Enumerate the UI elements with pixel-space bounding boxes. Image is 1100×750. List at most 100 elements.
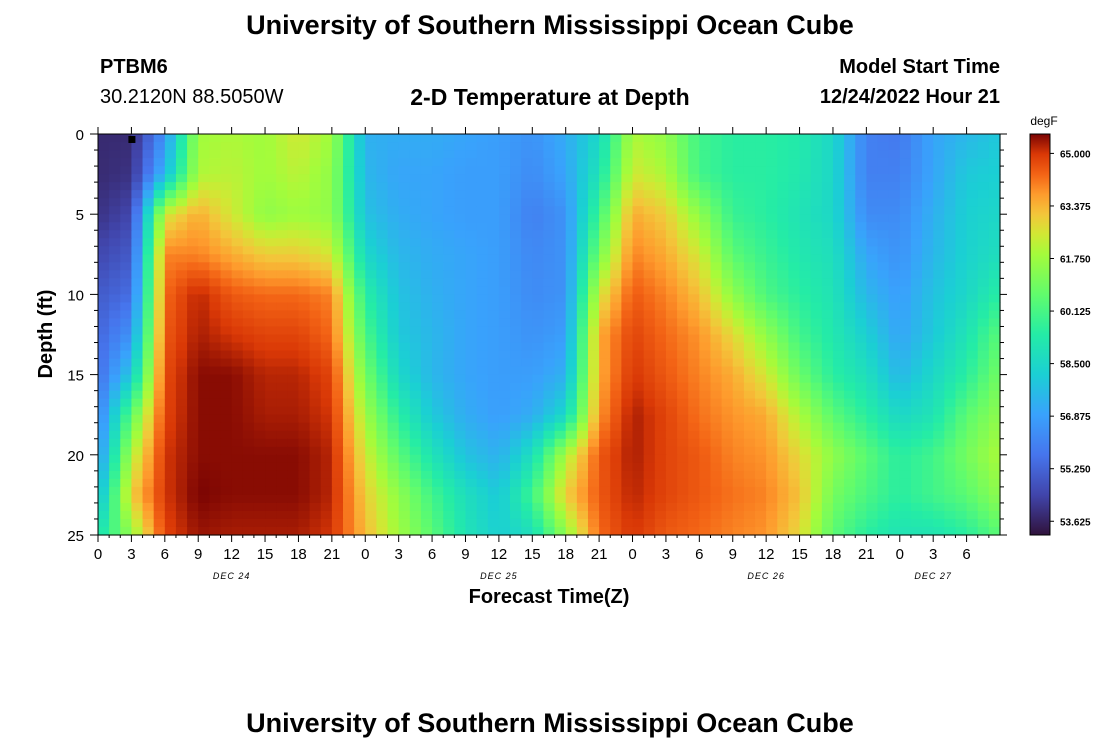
heatmap-cell xyxy=(510,262,522,271)
heatmap-cell xyxy=(565,198,578,207)
heatmap-cell xyxy=(476,406,489,416)
x-tick-label: 12 xyxy=(758,546,775,563)
heatmap-cell xyxy=(409,166,422,175)
heatmap-cell xyxy=(643,174,656,183)
heatmap-cell xyxy=(276,254,288,263)
heatmap-cell xyxy=(521,302,533,312)
heatmap-cell xyxy=(476,278,489,287)
heatmap-cell xyxy=(933,174,945,183)
heatmap-cell xyxy=(242,150,255,159)
heatmap-cell xyxy=(699,454,712,464)
heatmap-cell xyxy=(220,374,233,384)
heatmap-cell xyxy=(677,382,689,392)
heatmap-cell xyxy=(821,326,834,336)
heatmap-cell xyxy=(788,142,801,151)
heatmap-cell xyxy=(576,438,589,448)
heatmap-cell xyxy=(643,222,656,231)
heatmap-cell xyxy=(465,294,478,304)
heatmap-cell xyxy=(153,438,166,448)
heatmap-cell xyxy=(220,366,233,376)
heatmap-cell xyxy=(398,166,411,175)
heatmap-cell xyxy=(632,334,645,344)
heatmap-cell xyxy=(487,134,500,143)
heatmap-cell xyxy=(888,350,901,360)
heatmap-cell xyxy=(576,518,589,528)
heatmap-cell xyxy=(821,166,834,175)
heatmap-cell xyxy=(131,198,144,207)
heatmap-cell xyxy=(120,302,133,312)
heatmap-cell xyxy=(699,134,712,143)
heatmap-cell xyxy=(298,246,311,255)
heatmap-cell xyxy=(955,230,968,239)
heatmap-cell xyxy=(699,366,712,376)
heatmap-cell xyxy=(788,518,801,528)
heatmap-cell xyxy=(832,182,845,191)
heatmap-cell xyxy=(844,174,856,183)
heatmap-cell xyxy=(187,182,199,191)
heatmap-cell xyxy=(677,238,689,247)
heatmap-cell xyxy=(454,318,467,328)
heatmap-cell xyxy=(242,502,255,512)
heatmap-cell xyxy=(710,302,723,312)
heatmap-cell xyxy=(977,334,990,344)
heatmap-cell xyxy=(855,486,867,496)
heatmap-cell xyxy=(432,214,444,223)
heatmap-cell xyxy=(287,422,300,432)
heatmap-cell xyxy=(354,414,366,424)
heatmap-cell xyxy=(231,350,244,360)
heatmap-cell xyxy=(621,230,634,239)
heatmap-cell xyxy=(265,366,277,376)
heatmap-cell xyxy=(198,406,210,416)
heatmap-cell xyxy=(131,134,144,143)
heatmap-cell xyxy=(933,502,945,512)
heatmap-cell xyxy=(298,350,311,360)
heatmap-cell xyxy=(721,166,734,175)
heatmap-cell xyxy=(309,182,322,191)
heatmap-cell xyxy=(454,174,467,183)
heatmap-cell xyxy=(298,462,311,472)
heatmap-cell xyxy=(721,206,734,215)
heatmap-cell xyxy=(565,454,578,464)
heatmap-cell xyxy=(821,190,834,199)
heatmap-cell xyxy=(543,398,556,408)
heatmap-cell xyxy=(320,454,333,464)
heatmap-cell xyxy=(420,158,433,167)
heatmap-cell xyxy=(565,310,578,320)
heatmap-cell xyxy=(877,406,890,416)
heatmap-cell xyxy=(420,358,433,368)
heatmap-cell xyxy=(721,374,734,384)
heatmap-cell xyxy=(710,454,723,464)
heatmap-cell xyxy=(665,158,678,167)
heatmap-cell xyxy=(554,174,567,183)
heatmap-cell xyxy=(521,414,533,424)
heatmap-cell xyxy=(543,462,556,472)
heatmap-cell xyxy=(877,238,890,247)
heatmap-cell xyxy=(276,214,288,223)
heatmap-cell xyxy=(443,350,455,360)
heatmap-cell xyxy=(220,286,233,295)
heatmap-cell xyxy=(98,198,110,207)
heatmap-cell xyxy=(855,342,867,352)
heatmap-cell xyxy=(944,350,957,360)
heatmap-cell xyxy=(265,182,277,191)
heatmap-cell xyxy=(554,326,567,336)
heatmap-cell xyxy=(788,262,801,271)
heatmap-cell xyxy=(387,502,400,512)
heatmap-cell xyxy=(688,286,700,295)
heatmap-cell xyxy=(498,222,511,231)
heatmap-cell xyxy=(766,526,778,536)
heatmap-cell xyxy=(487,238,500,247)
heatmap-cell xyxy=(220,190,233,199)
heatmap-cell xyxy=(810,414,823,424)
heatmap-cell xyxy=(487,262,500,271)
heatmap-cell xyxy=(654,366,667,376)
heatmap-cell xyxy=(320,358,333,368)
heatmap-cell xyxy=(342,502,355,512)
heatmap-cell xyxy=(621,342,634,352)
heatmap-cell xyxy=(922,350,934,360)
heatmap-cell xyxy=(810,198,823,207)
heatmap-cell xyxy=(510,374,522,384)
heatmap-cell xyxy=(799,190,812,199)
heatmap-cell xyxy=(576,430,589,440)
heatmap-cell xyxy=(721,462,734,472)
